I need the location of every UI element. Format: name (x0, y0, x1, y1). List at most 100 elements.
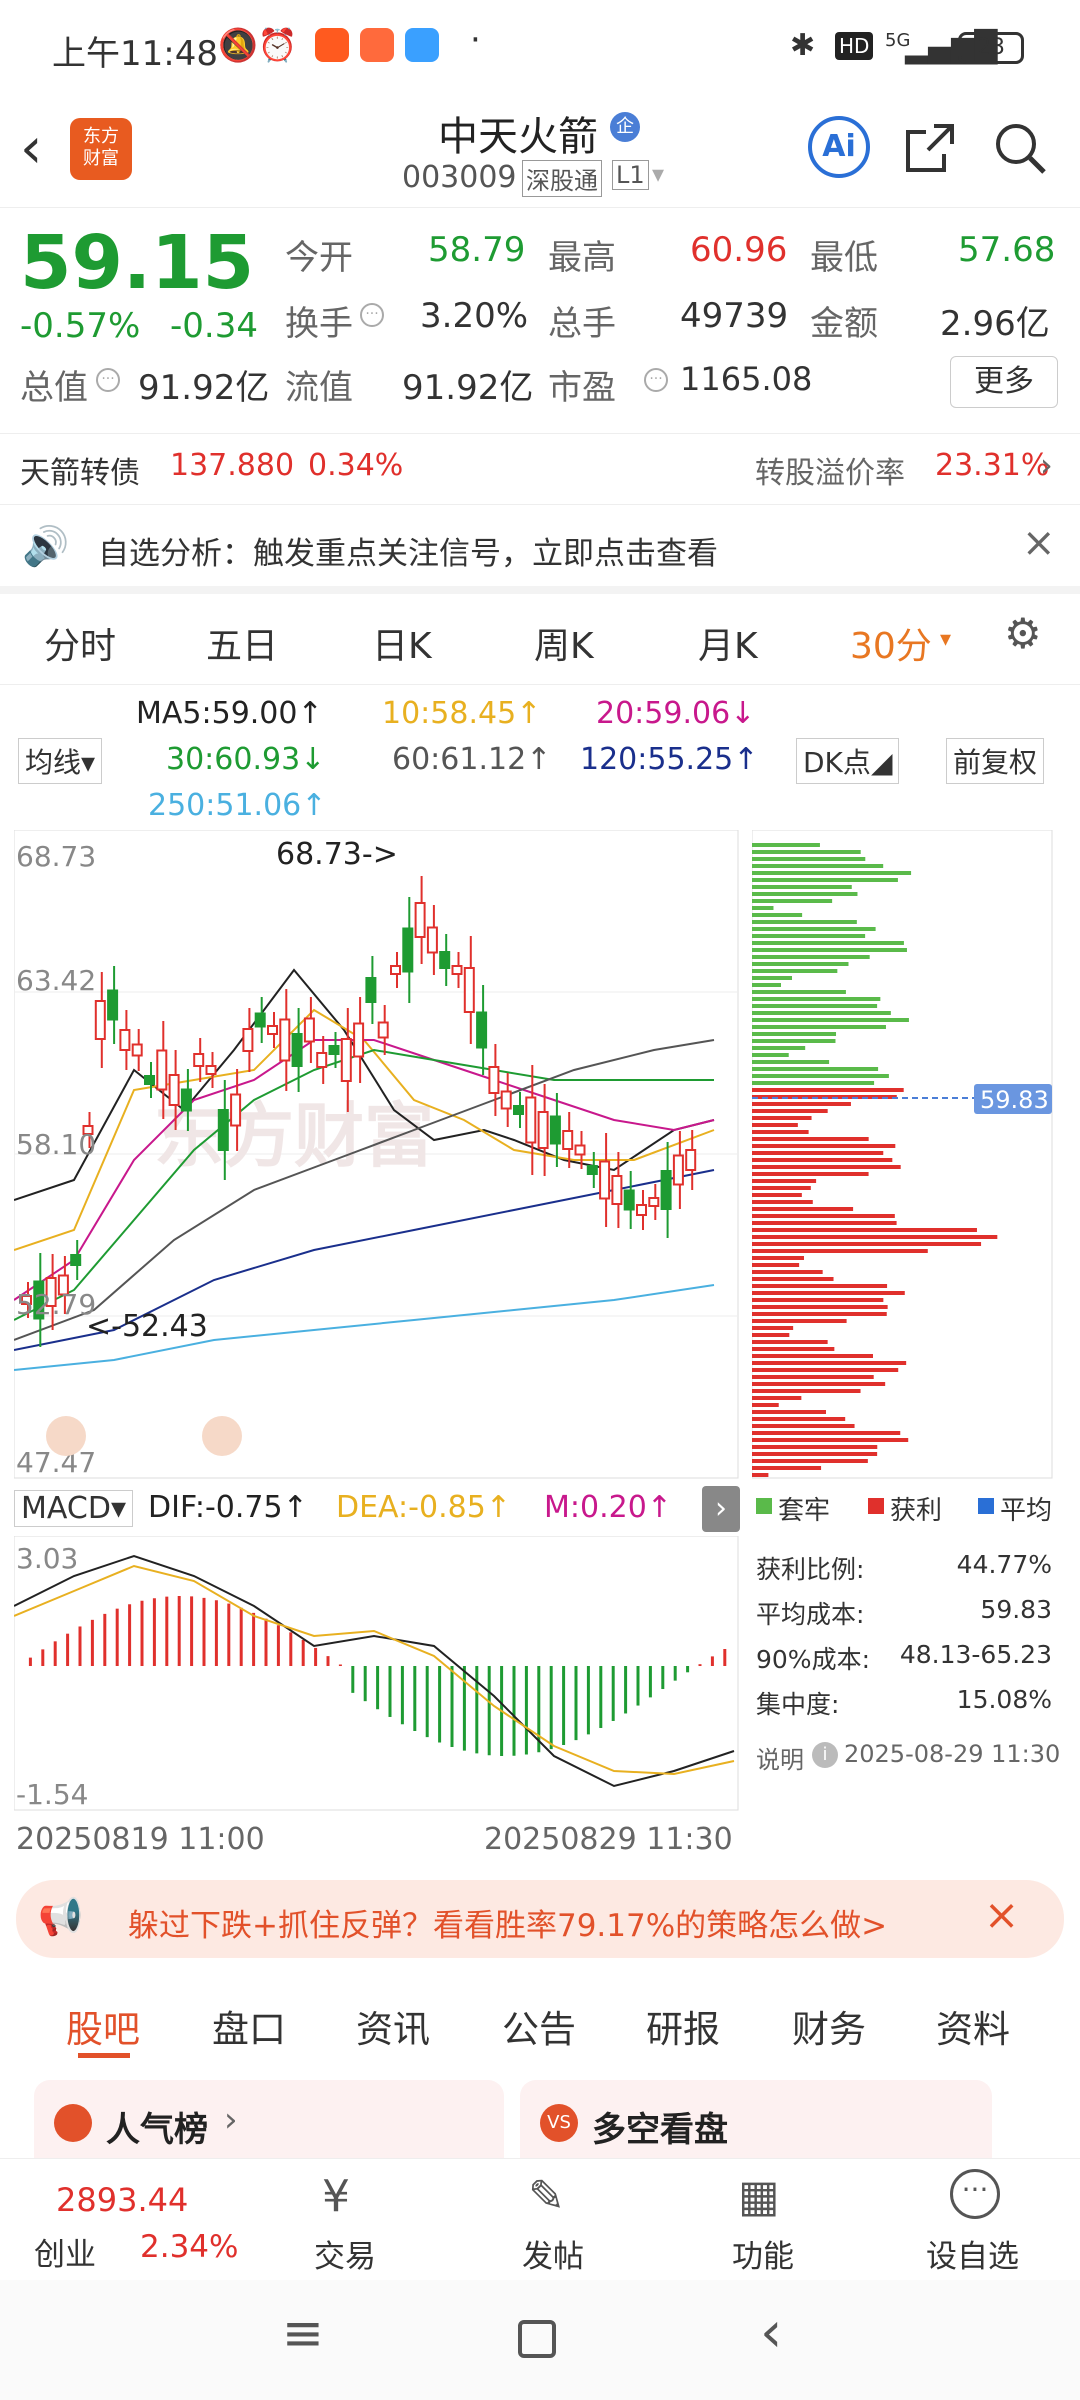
back-icon[interactable]: ‹ (760, 2300, 783, 2365)
taobao-icon (315, 28, 349, 62)
dif-label: DIF:-0.75↑ (148, 1490, 308, 1525)
adjust-button[interactable]: 前复权 (946, 738, 1045, 784)
ma5-label: MA5:59.00↑ (136, 696, 323, 731)
ma-line (14, 1169, 715, 1351)
chip-bar (752, 1025, 886, 1029)
chip-bar (752, 843, 820, 847)
candle-body (672, 1154, 684, 1186)
chip-bar (752, 864, 884, 868)
chip-bar (752, 1088, 904, 1092)
chip-bar (752, 1417, 846, 1421)
kline-chart[interactable]: 东方财富 68.73 63.42 58.10 52.79 47.47 68.73… (14, 830, 740, 1480)
info-icon[interactable]: ··· (360, 303, 384, 327)
tab-research[interactable]: 研报 (646, 2008, 720, 2051)
battery-icon: 23 (958, 32, 1024, 64)
tab-news[interactable]: 资讯 (356, 2008, 430, 2051)
chip-bar (752, 1130, 809, 1134)
candle-body (451, 965, 463, 975)
high-value: 60.96 (690, 230, 788, 270)
chip-bar (752, 1263, 800, 1267)
high-label: 最高 (548, 238, 616, 278)
candle-body (94, 1000, 106, 1040)
macd-selector[interactable]: MACD▾ (14, 1490, 133, 1527)
fullscreen-icon[interactable] (202, 1416, 242, 1456)
ad-banner[interactable]: 📢 躲过下跌+抓住反弹？看看胜率79.17%的策略怎么做> × (16, 1880, 1064, 1958)
tab-weekly[interactable]: 周K (534, 626, 594, 667)
candle-body (623, 1189, 635, 1211)
home-icon[interactable] (518, 2320, 556, 2358)
chip-bar (752, 885, 852, 889)
enterprise-badge: 企 (610, 112, 640, 142)
dk-button[interactable]: DK点◢ (796, 738, 900, 784)
network-label: 5G (885, 30, 911, 51)
chip-bar (752, 1116, 812, 1120)
chevron-right-icon: › (1040, 446, 1053, 484)
expand-left-icon[interactable] (46, 1416, 86, 1456)
watermark: 东方财富 (154, 1095, 434, 1177)
last-price: 59.15 (20, 220, 255, 306)
share-icon[interactable] (900, 118, 960, 178)
tab-profile[interactable]: 资料 (936, 2008, 1010, 2051)
nav-function[interactable]: 功能 (732, 2239, 794, 2275)
ai-button[interactable]: Ai (808, 116, 870, 178)
grid-icon: ▦ (738, 2171, 780, 2222)
convertible-bond-row[interactable]: 天箭转债 137.880 0.34% 转股溢价率 23.31% › (0, 433, 1080, 505)
tab-daily[interactable]: 日K (372, 626, 432, 667)
chip-bar (752, 1382, 886, 1386)
popularity-card[interactable]: 人气榜 › (34, 2080, 504, 2160)
ma-selector[interactable]: 均线▾ (18, 738, 103, 784)
gear-icon[interactable]: ⚙ (1004, 609, 1042, 658)
candle-body (537, 1111, 549, 1149)
tab-orderbook[interactable]: 盘口 (212, 2008, 286, 2051)
more-button[interactable]: 更多 (950, 356, 1058, 408)
index-percent: 2.34% (140, 2229, 239, 2265)
ma-line (14, 1039, 715, 1301)
tab-forum[interactable]: 股吧 (66, 2008, 140, 2051)
tab-finance[interactable]: 财务 (792, 2008, 866, 2051)
chip-bar (752, 941, 904, 945)
ma250-label: 250:51.06↑ (148, 788, 327, 823)
nav-trade[interactable]: 交易 (314, 2239, 376, 2275)
chip-bar (752, 1207, 854, 1211)
tab-monthly[interactable]: 月K (698, 626, 758, 667)
chart-period-tabs: 分时 五日 日K 周K 月K 30分 ▾ ⚙ (0, 595, 1080, 685)
menu-icon[interactable]: ≡ (282, 2304, 324, 2362)
chevron-right-icon[interactable]: › (702, 1486, 740, 1532)
notice-bar[interactable]: 🔊 自选分析：触发重点关注信号，立即点击查看 × (0, 506, 1080, 594)
tab-intraday[interactable]: 分时 (44, 626, 117, 667)
dea-line (14, 1564, 735, 1776)
candle-body (156, 1049, 168, 1091)
nav-add-watchlist[interactable]: 设自选 (926, 2239, 1019, 2275)
amount-label: 金额 (810, 304, 878, 344)
stat-value: 15.08% (956, 1685, 1052, 1714)
open-label: 今开 (285, 238, 353, 278)
tab-30min[interactable]: 30分 (850, 626, 932, 667)
search-icon[interactable] (990, 118, 1050, 178)
chip-note[interactable]: 说明 (756, 1746, 804, 1774)
y-label-4: 52.79 (16, 1288, 96, 1321)
chip-bar (752, 1011, 891, 1015)
info-icon[interactable]: i (812, 1742, 838, 1768)
max-annotation: 68.73-> (276, 837, 398, 872)
chip-bar (752, 1291, 905, 1295)
candle-body (21, 1295, 32, 1305)
candle-body (316, 1052, 328, 1068)
chip-bar (752, 857, 866, 861)
close-icon[interactable]: × (984, 1890, 1020, 1939)
tab-five-day[interactable]: 五日 (206, 626, 279, 667)
back-icon[interactable]: ‹ (20, 116, 43, 181)
tab-announcements[interactable]: 公告 (502, 2008, 576, 2051)
nav-post[interactable]: 发帖 (522, 2239, 584, 2275)
chevron-down-icon[interactable]: ▾ (652, 160, 665, 188)
app-icon (360, 28, 394, 62)
bull-bear-card[interactable]: VS 多空看盘 (520, 2080, 992, 2160)
candle-body (562, 1130, 574, 1150)
info-icon[interactable]: ··· (644, 368, 668, 392)
chip-bar (752, 1242, 982, 1246)
card-title: 人气榜 (106, 2110, 208, 2150)
close-icon[interactable]: × (1022, 520, 1056, 566)
chevron-right-icon: › (224, 2100, 238, 2140)
chip-bar (752, 1354, 873, 1358)
info-icon[interactable]: ··· (96, 368, 120, 392)
candle-body (574, 1144, 586, 1156)
